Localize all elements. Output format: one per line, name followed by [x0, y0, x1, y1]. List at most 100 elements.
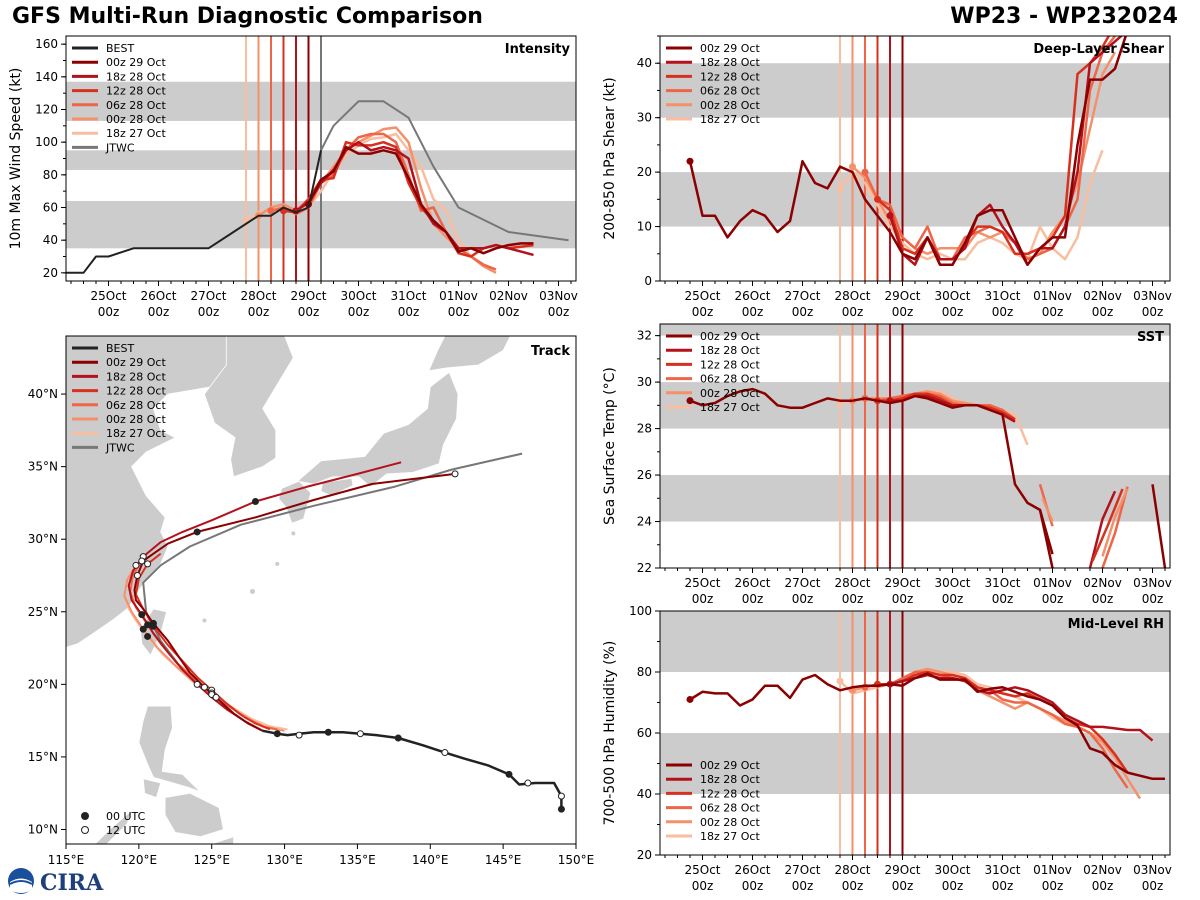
y-tick-label: 20 [637, 848, 652, 862]
x-tick-sublabel: 00z [842, 305, 864, 319]
x-tick-sublabel: 00z [1042, 879, 1064, 893]
series-line-12z-28-oct [876, 36, 1111, 266]
legend-label-18z-27-oct: 18z 27 Oct [106, 427, 166, 440]
x-tick-sublabel: 00z [792, 592, 814, 606]
track-line-18z-28-oct [127, 461, 402, 732]
init-point-06z-28-oct [861, 168, 869, 176]
y-axis-label: 700-500 hPa Humidity (%) [602, 641, 618, 826]
y-tick-label: 40 [43, 233, 58, 247]
legend-label-00z-29-oct: 00z 29 Oct [700, 759, 760, 772]
x-tick-sublabel: 00z [992, 879, 1014, 893]
x-tick-sublabel: 00z [742, 879, 764, 893]
x-tick-label: 27Oct [784, 576, 820, 590]
y-tick-label: 140 [35, 70, 58, 84]
y-tick-label: 60 [43, 201, 58, 215]
legend-label-00z-29-oct: 00z 29 Oct [700, 42, 760, 55]
track-marker-00z-28-oct [139, 625, 147, 633]
track-marker-00utc [505, 770, 513, 778]
y-tick-label: 40 [637, 787, 652, 801]
y-tick-label: 60 [637, 726, 652, 740]
track-marker-00utc [273, 730, 281, 738]
x-tick-label: 120°E [121, 853, 158, 867]
legend-label-18z-28-oct: 18z 28 Oct [106, 370, 166, 383]
x-tick-sublabel: 00z [298, 305, 320, 319]
x-tick-label: 01Nov [439, 289, 478, 303]
x-tick-sublabel: 00z [942, 305, 964, 319]
shade-band [660, 475, 1170, 522]
x-tick-sublabel: 00z [942, 879, 964, 893]
y-tick-label: 0 [644, 274, 652, 288]
x-tick-label: 28Oct [834, 576, 870, 590]
land-shikoku [320, 477, 354, 497]
x-tick-label: 02Nov [1083, 863, 1122, 877]
x-tick-label: 03Nov [1133, 863, 1172, 877]
series-fragment-18z-28-oct [1088, 490, 1117, 568]
track-marker-12utc [557, 792, 565, 800]
x-tick-sublabel: 00z [148, 305, 170, 319]
legend-label-best: BEST [106, 42, 134, 55]
legend-label-06z-28-oct: 06z 28 Oct [106, 399, 166, 412]
x-tick-sublabel: 00z [98, 305, 120, 319]
legend-label-12z-28-oct: 12z 28 Oct [106, 85, 166, 98]
series-line-00z-29-oct [689, 387, 1054, 568]
x-tick-label: 140°E [412, 853, 449, 867]
series-line-18z-28-oct [889, 673, 1154, 742]
x-tick-label: 25Oct [684, 289, 720, 303]
x-tick-label: 29Oct [290, 289, 326, 303]
track-marker-12z-28-oct [149, 622, 157, 630]
track-marker-12z-28-oct [144, 560, 152, 568]
track-marker-00z-28-oct [132, 561, 140, 569]
legend-label-18z-28-oct: 18z 28 Oct [700, 344, 760, 357]
track-line-best [262, 729, 563, 810]
x-tick-sublabel: 00z [1042, 305, 1064, 319]
legend-label-00z-29-oct: 00z 29 Oct [106, 56, 166, 69]
legend-label-00z-28-oct: 00z 28 Oct [700, 387, 760, 400]
y-tick-label: 40°N [28, 387, 58, 401]
x-tick-label: 28Oct [240, 289, 276, 303]
series-line-best [66, 150, 322, 274]
x-tick-label: 30Oct [934, 863, 970, 877]
legend-marker-label: 12 UTC [106, 824, 146, 837]
init-point-18z-27-oct [836, 677, 844, 685]
y-tick-label: 80 [637, 665, 652, 679]
x-tick-label: 03Nov [539, 289, 578, 303]
x-tick-label: 27Oct [784, 289, 820, 303]
legend-label-12z-28-oct: 12z 28 Oct [700, 787, 760, 800]
track-marker-12utc [295, 731, 303, 739]
x-tick-sublabel: 00z [1092, 305, 1114, 319]
series-line-00z-29-oct [688, 36, 1128, 266]
y-tick-label: 28 [637, 422, 652, 436]
legend-label-06z-28-oct: 06z 28 Oct [700, 85, 760, 98]
x-tick-sublabel: 00z [792, 305, 814, 319]
x-tick-label: 26Oct [734, 576, 770, 590]
y-tick-label: 30°N [28, 532, 58, 546]
shade-band [660, 611, 1170, 672]
legend-label-00z-28-oct: 00z 28 Oct [700, 99, 760, 112]
x-tick-sublabel: 00z [742, 305, 764, 319]
x-tick-sublabel: 00z [842, 879, 864, 893]
track-marker-12utc [524, 779, 532, 787]
cira-logo-text: CIRA [40, 870, 104, 896]
figure-title: GFS Multi-Run Diagnostic Comparison [12, 4, 483, 29]
series-fragment-00z-29-oct [1151, 484, 1167, 568]
series-fragment-00z-29-oct [1038, 509, 1054, 555]
x-tick-label: 26Oct [734, 863, 770, 877]
land-asia [66, 336, 235, 648]
x-tick-sublabel: 00z [692, 592, 714, 606]
series-line-jtwc [320, 100, 569, 242]
x-tick-label: 29Oct [884, 289, 920, 303]
storm-id-title: WP23 - WP232024 [950, 4, 1178, 29]
legend-label-18z-27-oct: 18z 27 Oct [700, 113, 760, 126]
y-tick-label: 20 [43, 266, 58, 280]
x-tick-label: 26Oct [140, 289, 176, 303]
legend-label-00z-29-oct: 00z 29 Oct [700, 330, 760, 343]
y-axis-label: 200-850 hPa Shear (kt) [602, 77, 618, 239]
x-tick-label: 02Nov [1083, 289, 1122, 303]
x-tick-sublabel: 00z [248, 305, 270, 319]
legend-label-06z-28-oct: 06z 28 Oct [700, 802, 760, 815]
legend-marker-12utc [81, 826, 89, 834]
init-point-18z-27-oct [836, 184, 844, 192]
x-tick-label: 01Nov [1033, 289, 1072, 303]
x-tick-label: 03Nov [1133, 576, 1172, 590]
legend-label-00z-28-oct: 00z 28 Oct [106, 413, 166, 426]
